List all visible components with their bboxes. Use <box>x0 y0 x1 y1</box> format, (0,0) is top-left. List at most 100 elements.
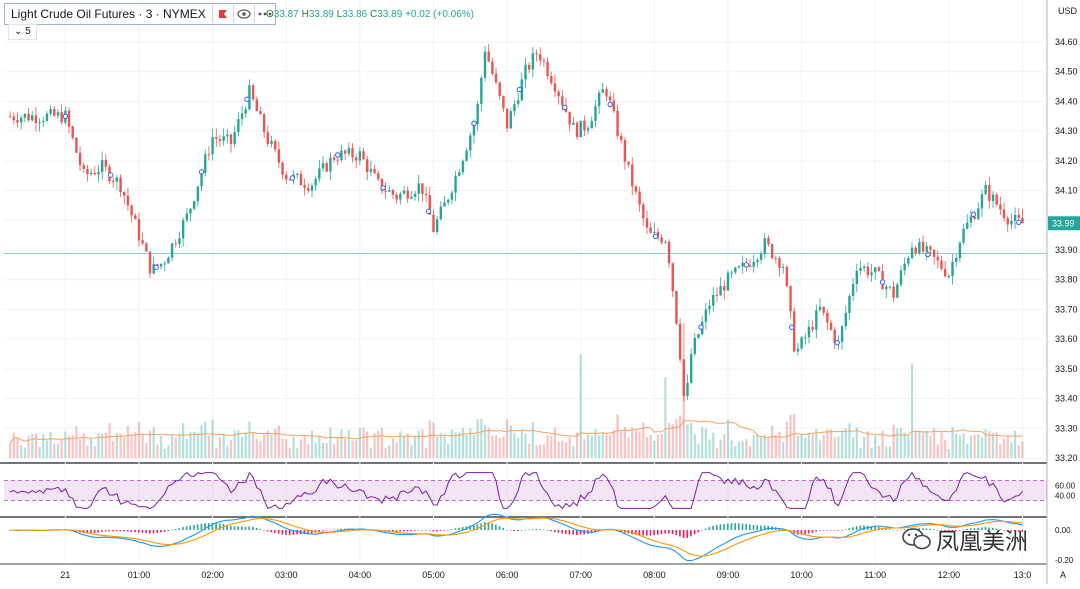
macd-histogram-bar <box>399 530 401 532</box>
candle-body <box>259 111 262 115</box>
candle-body <box>756 259 759 262</box>
candle-body <box>89 172 93 174</box>
volume-bar <box>848 423 851 458</box>
volume-bar <box>594 429 597 458</box>
volume-bar <box>483 424 487 458</box>
interval-toggle[interactable]: ⌄ 5 <box>8 24 37 40</box>
volume-bar <box>207 435 211 458</box>
candle-body <box>310 185 314 191</box>
macd-histogram-bar <box>745 523 747 530</box>
volume-bar <box>395 442 398 458</box>
volume-bar <box>804 437 807 458</box>
macd-histogram-bar <box>454 528 457 530</box>
candle-body <box>399 193 402 200</box>
macd-histogram-bar <box>988 527 990 530</box>
volume-bar <box>218 437 222 458</box>
macd-histogram-bar <box>97 530 100 533</box>
volume-bar <box>421 429 424 458</box>
volume-bar <box>229 439 233 458</box>
candle-body <box>373 168 376 174</box>
candle-body <box>682 359 685 397</box>
macd-histogram-bar <box>403 530 405 532</box>
more-icon[interactable] <box>253 5 275 23</box>
candle-body <box>715 294 719 296</box>
macd-histogram-bar <box>877 526 880 530</box>
candle-body <box>366 159 369 173</box>
volume-bar <box>918 431 921 458</box>
volume-bar <box>67 436 71 458</box>
volume-bar <box>708 439 711 458</box>
symbol-legend[interactable]: Light Crude Oil Futures · 3 · NYMEX <box>4 3 276 25</box>
volume-bar <box>211 419 214 458</box>
volume-bar <box>774 435 777 458</box>
macd-histogram-bar <box>509 530 512 531</box>
volume-bar <box>119 433 122 458</box>
candle-body <box>395 194 398 200</box>
macd-histogram-bar <box>885 528 887 530</box>
macd-histogram-bar <box>126 530 129 532</box>
macd-histogram-bar <box>741 523 744 530</box>
candle-body <box>656 231 660 238</box>
candle-body <box>60 112 63 123</box>
volume-bar <box>524 433 527 458</box>
macd-histogram-bar <box>458 527 460 530</box>
candle-body <box>56 112 60 116</box>
macd-histogram-bar <box>130 530 133 532</box>
candle-body <box>568 111 571 125</box>
candle-body <box>75 137 78 153</box>
event-marker <box>789 324 795 330</box>
volume-bar <box>428 420 431 458</box>
volume-bar <box>829 429 833 458</box>
macd-histogram-bar <box>163 530 166 532</box>
volume-bar <box>1010 442 1013 458</box>
candle-body <box>542 60 546 62</box>
candle-body <box>962 228 965 243</box>
candle-body <box>244 109 247 114</box>
macd-histogram-bar <box>859 525 862 530</box>
candle-body <box>314 178 317 186</box>
macd-histogram-bar <box>535 528 538 530</box>
volume-bar <box>557 441 560 458</box>
candle-body <box>627 161 630 165</box>
macd-histogram-bar <box>542 529 545 531</box>
candle-body <box>844 312 847 327</box>
candle-body <box>667 241 671 264</box>
eye-icon[interactable] <box>232 5 254 23</box>
candle-body <box>78 152 82 166</box>
macd-histogram-bar <box>101 530 103 532</box>
macd-histogram-bar <box>944 530 946 532</box>
volume-bar <box>921 433 925 458</box>
close-key: C <box>370 9 378 20</box>
macd-histogram-bar <box>104 530 107 532</box>
candle-body <box>903 263 906 271</box>
candle-body <box>866 266 870 276</box>
candle-body <box>340 150 343 160</box>
macd-histogram-bar <box>329 529 331 531</box>
volume-bar <box>734 446 737 458</box>
volume-bar <box>174 437 177 458</box>
candle-body <box>97 171 100 175</box>
candle-body <box>561 96 564 106</box>
y-tick-label: 33.40 <box>1055 394 1078 404</box>
volume-bar <box>789 414 792 458</box>
volume-bar <box>844 428 847 458</box>
volume-bar <box>620 431 623 458</box>
candle-body <box>855 270 859 284</box>
volume-bar <box>189 432 192 458</box>
candle-body <box>23 113 27 118</box>
candle-body <box>163 263 166 265</box>
y-tick-label: 33.30 <box>1055 423 1078 433</box>
volume-bar <box>171 434 174 458</box>
symbol-title[interactable]: Light Crude Oil Futures · 3 · NYMEX <box>11 7 206 21</box>
macd-histogram-bar <box>322 530 324 531</box>
volume-bar <box>244 432 247 458</box>
macd-histogram-bar <box>645 530 648 536</box>
flag-icon[interactable] <box>211 5 233 23</box>
candle-body <box>999 204 1002 210</box>
macd-histogram-bar <box>1003 530 1005 531</box>
candle-body <box>270 141 273 145</box>
candle-body <box>553 83 557 92</box>
volume-bar <box>344 438 347 458</box>
